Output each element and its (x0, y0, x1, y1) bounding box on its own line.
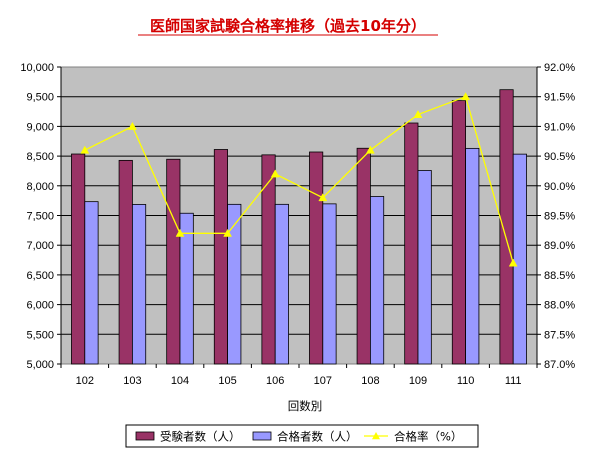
left-tick-label: 5,000 (26, 359, 54, 371)
x-tick-label: 107 (314, 375, 332, 387)
bar-passers (465, 147, 480, 365)
bar-examinees (166, 158, 181, 365)
bar-passers (227, 203, 242, 365)
legend-label: 合格率（%） (394, 430, 462, 444)
pass-rate-point (127, 121, 137, 130)
left-tick-label: 10,000 (20, 62, 54, 74)
left-tick-label: 7,500 (26, 211, 54, 223)
legend-label: 合格者数（人） (277, 430, 358, 444)
pass-rate-point (270, 169, 280, 178)
bar-passers (179, 212, 194, 365)
right-tick-label: 87.0% (544, 359, 575, 371)
pass-rate-polyline (84, 95, 514, 264)
right-tick-label: 90.0% (544, 181, 575, 193)
bar-passers (274, 203, 289, 365)
left-tick-label: 8,000 (26, 181, 54, 193)
bar-examinees (404, 122, 419, 365)
x-tick-label: 102 (76, 375, 94, 387)
x-axis: 102 103 104 105 106 107 108 109 110 111 (60, 364, 538, 387)
left-tick-label: 5,500 (26, 329, 54, 341)
bar-passers (417, 170, 432, 365)
left-tick-label: 7,000 (26, 240, 54, 252)
legend-box (125, 424, 479, 448)
x-axis-label: 回数別 (288, 399, 323, 413)
left-tick-label: 9,500 (26, 92, 54, 104)
pass-rate-point (413, 110, 423, 118)
bar-examinees (261, 154, 276, 365)
bar-examinees (118, 159, 133, 365)
bar-passers (84, 201, 99, 365)
left-tick-label: 9,000 (26, 121, 54, 133)
x-tick-label: 106 (266, 375, 284, 387)
x-tick-label: 108 (361, 375, 379, 387)
legend-marker (372, 432, 380, 440)
right-tick-label: 88.0% (544, 300, 575, 312)
bar-examinees (356, 147, 371, 365)
pass-rate-point (365, 145, 375, 154)
bar-examinees (309, 151, 324, 365)
pass-rate-point (80, 145, 90, 154)
right-tick-label: 87.5% (544, 329, 575, 341)
pass-rate-point (508, 258, 518, 267)
right-tick-label: 88.5% (544, 270, 575, 282)
bar-examinees (71, 153, 86, 365)
pass-rate-line (80, 92, 518, 267)
pass-rate-point (223, 228, 233, 237)
right-tick-label: 91.0% (544, 121, 575, 133)
bar-passers (322, 203, 337, 365)
right-tick-label: 89.5% (544, 211, 575, 223)
bar-passers (131, 204, 147, 365)
legend: 受験者数（人） 合格者数（人） 合格率（%） (125, 424, 479, 448)
x-tick-label: 110 (457, 375, 475, 387)
right-tick-label: 90.5% (544, 151, 575, 163)
right-tick-label: 89.0% (544, 240, 575, 252)
x-tick-label: 105 (218, 375, 236, 387)
bar-examinees (451, 100, 467, 365)
right-tick-label: 91.5% (544, 92, 575, 104)
x-tick-label: 109 (409, 375, 427, 387)
legend-swatch (252, 431, 272, 441)
pass-rate-point (318, 193, 328, 202)
bars (71, 89, 527, 365)
left-tick-label: 6,000 (26, 300, 54, 312)
bar-examinees (213, 149, 229, 365)
bar-passers (369, 196, 385, 365)
right-axis: 87.0% 87.5% 88.0% 88.5% 89.0% 89.5% 90.0% 90.5%… (536, 62, 575, 371)
left-tick-label: 8,500 (26, 151, 54, 163)
left-axis: 5,000 5,500 6,000 6,500 7,000 7,500 8,000 8,500… (20, 62, 62, 371)
bar-passers (512, 153, 527, 365)
x-tick-label: 104 (171, 375, 189, 387)
pass-rate-point (461, 92, 471, 101)
legend-label: 受験者数（人） (160, 430, 241, 444)
bar-examinees (499, 89, 514, 365)
left-tick-label: 6,500 (26, 270, 54, 282)
chart-title: 医師国家試験合格率推移（過去10年分） (150, 17, 426, 35)
x-tick-label: 111 (505, 375, 522, 387)
right-tick-label: 92.0% (544, 62, 575, 74)
x-tick-label: 103 (123, 375, 141, 387)
legend-swatch (135, 431, 155, 441)
pass-rate-point (175, 228, 185, 237)
